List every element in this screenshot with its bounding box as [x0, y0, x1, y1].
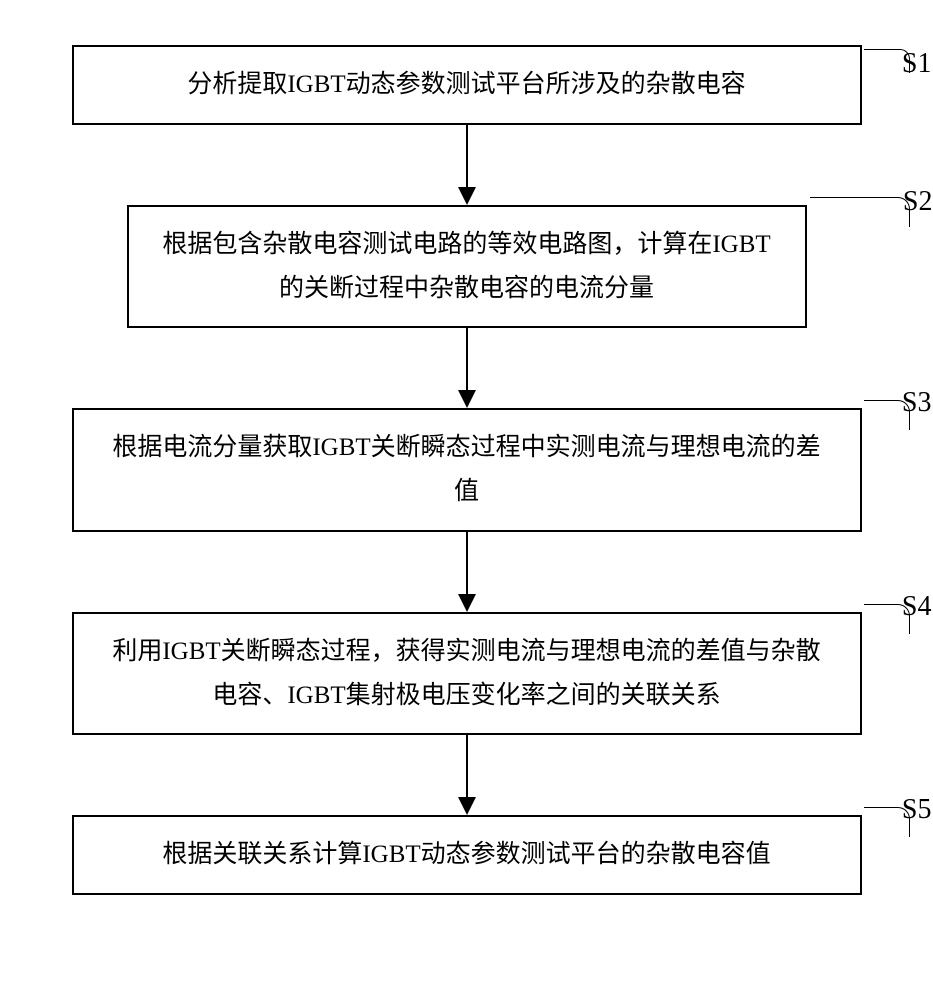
- arrow-head: [458, 797, 476, 815]
- arrow-head: [458, 390, 476, 408]
- step-text: 根据包含杂散电容测试电路的等效电路图，计算在IGBT的关断过程中杂散电容的电流分…: [162, 231, 770, 302]
- step-text: 根据电流分量获取IGBT关断瞬态过程中实测电流与理想电流的差值: [112, 434, 820, 505]
- arrow-line: [466, 125, 468, 187]
- arrow-4: [458, 735, 476, 815]
- arrow-3: [458, 532, 476, 612]
- label-connector: [810, 197, 910, 227]
- step-box-s4: 利用IGBT关断瞬态过程，获得实测电流与理想电流的差值与杂散电容、IGBT集射极…: [72, 612, 862, 736]
- label-connector: [864, 400, 910, 430]
- label-connector: [864, 49, 910, 73]
- step-text: 分析提取IGBT动态参数测试平台所涉及的杂散电容: [187, 71, 745, 98]
- arrow-head: [458, 187, 476, 205]
- step-box-s2: 根据包含杂散电容测试电路的等效电路图，计算在IGBT的关断过程中杂散电容的电流分…: [127, 205, 807, 329]
- step-text: 利用IGBT关断瞬态过程，获得实测电流与理想电流的差值与杂散电容、IGBT集射极…: [112, 638, 820, 709]
- step-box-s5: 根据关联关系计算IGBT动态参数测试平台的杂散电容值 S5: [72, 815, 862, 895]
- step-text: 根据关联关系计算IGBT动态参数测试平台的杂散电容值: [162, 841, 770, 868]
- arrow-2: [458, 328, 476, 408]
- arrow-line: [466, 328, 468, 390]
- step-box-s3: 根据电流分量获取IGBT关断瞬态过程中实测电流与理想电流的差值 S3: [72, 408, 862, 532]
- label-connector: [864, 604, 910, 634]
- flowchart-container: 分析提取IGBT动态参数测试平台所涉及的杂散电容 S1 根据包含杂散电容测试电路…: [0, 45, 933, 895]
- arrow-1: [458, 125, 476, 205]
- arrow-line: [466, 735, 468, 797]
- arrow-line: [466, 532, 468, 594]
- arrow-head: [458, 594, 476, 612]
- label-connector: [864, 807, 910, 837]
- step-box-s1: 分析提取IGBT动态参数测试平台所涉及的杂散电容 S1: [72, 45, 862, 125]
